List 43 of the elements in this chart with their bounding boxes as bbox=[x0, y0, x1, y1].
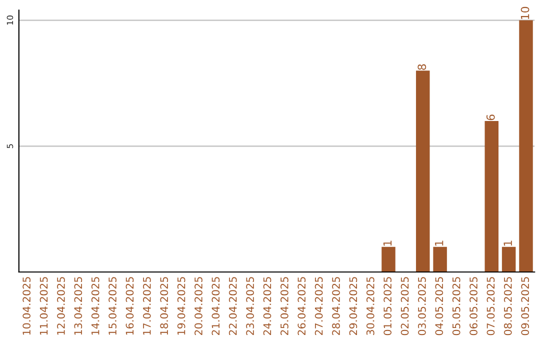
data-label: 6 bbox=[486, 114, 495, 120]
x-tick-label: 01.05.2025 bbox=[384, 277, 392, 336]
x-tick-label: 11.04.2025 bbox=[40, 277, 48, 335]
x-tick-label: 13.04.2025 bbox=[74, 277, 82, 335]
data-label: 8 bbox=[418, 64, 426, 70]
x-tick-label: 22.04.2025 bbox=[228, 277, 237, 336]
data-label: 1 bbox=[435, 240, 444, 246]
x-tick-label: 23.04.2025 bbox=[246, 277, 254, 336]
x-tick-label: 06.05.2025 bbox=[470, 277, 478, 336]
x-tick-label: 09.05.2025 bbox=[521, 277, 530, 336]
x-tick-label: 15.04.2025 bbox=[108, 277, 116, 335]
x-tick-label: 03.05.2025 bbox=[418, 277, 426, 336]
data-label: 1 bbox=[383, 240, 392, 246]
bar bbox=[484, 120, 498, 272]
x-tick-label: 18.04.2025 bbox=[160, 277, 168, 335]
x-tick-label: 27.04.2025 bbox=[314, 277, 323, 336]
x-tick-label: 21.04.2025 bbox=[212, 277, 220, 336]
x-tick-label: 25.04.2025 bbox=[280, 277, 288, 336]
x-tick-label: 17.04.2025 bbox=[142, 277, 151, 335]
x-tick-label: 26.04.2025 bbox=[298, 277, 306, 336]
x-tick-label: 05.05.2025 bbox=[452, 277, 460, 336]
y-tick-label: 5 bbox=[6, 144, 14, 148]
x-tick-label: 07.05.2025 bbox=[486, 277, 495, 336]
bar bbox=[433, 246, 447, 272]
x-tick-label: 14.04.2025 bbox=[91, 277, 100, 335]
bar bbox=[382, 246, 396, 272]
bar bbox=[519, 20, 533, 272]
bar bbox=[416, 70, 430, 272]
x-tick-label: 10.04.2025 bbox=[22, 277, 31, 335]
x-tick-label: 02.05.2025 bbox=[400, 277, 409, 336]
x-tick-label: 12.04.2025 bbox=[57, 277, 65, 335]
x-tick-label: 20.04.2025 bbox=[194, 277, 202, 336]
x-tick-label: 19.04.2025 bbox=[177, 277, 186, 335]
x-tick-label: 28.04.2025 bbox=[332, 277, 340, 336]
x-tick-label: 29.04.2025 bbox=[349, 277, 358, 336]
x-tick-label: 16.04.2025 bbox=[126, 277, 134, 335]
x-tick-label: 04.05.2025 bbox=[435, 277, 444, 336]
x-tick-label: 30.04.2025 bbox=[366, 277, 374, 336]
bar bbox=[502, 246, 516, 272]
data-label: 10 bbox=[520, 6, 530, 20]
data-label: 1 bbox=[504, 240, 512, 246]
x-tick-label: 08.05.2025 bbox=[504, 277, 512, 336]
x-tick-label: 24.04.2025 bbox=[263, 277, 272, 336]
